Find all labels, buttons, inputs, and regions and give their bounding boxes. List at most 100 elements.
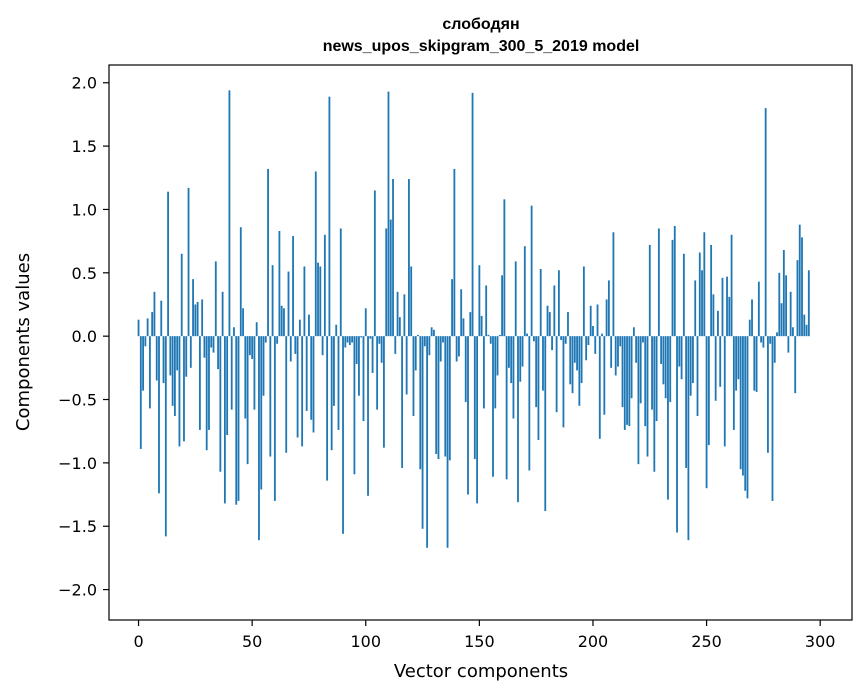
bar-14 <box>169 336 172 376</box>
bar-149 <box>476 336 478 504</box>
bar-64 <box>283 308 285 337</box>
bar-182 <box>551 336 553 351</box>
bar-197 <box>585 336 588 361</box>
bar-245 <box>694 280 697 337</box>
bar-174 <box>532 336 535 342</box>
bar-252 <box>710 244 713 337</box>
x-tick-label: 150 <box>464 632 495 651</box>
bar-233 <box>667 336 669 500</box>
bar-90 <box>342 336 344 534</box>
bar-271 <box>753 336 756 391</box>
bar-288 <box>792 327 794 337</box>
bar-88 <box>337 336 340 430</box>
bar-165 <box>512 336 515 419</box>
bar-49 <box>248 336 251 356</box>
bar-255 <box>717 310 719 337</box>
bar-103 <box>371 336 374 373</box>
bar-150 <box>478 265 481 337</box>
bar-219 <box>635 336 638 363</box>
bar-158 <box>496 336 499 376</box>
bar-77 <box>312 336 315 433</box>
bar-214 <box>623 336 626 430</box>
bar-231 <box>662 336 665 385</box>
bar-5 <box>148 336 151 409</box>
plot-frame <box>108 64 853 621</box>
bar-181 <box>548 312 551 337</box>
y-tick-label: 2.0 <box>72 74 97 93</box>
bars <box>137 90 810 548</box>
bar-285 <box>785 275 788 337</box>
bar-125 <box>421 336 424 529</box>
bar-157 <box>494 336 497 409</box>
bar-164 <box>510 336 513 384</box>
bar-118 <box>405 336 408 395</box>
bar-78 <box>314 171 317 337</box>
bar-25 <box>194 304 197 337</box>
bar-166 <box>514 261 517 337</box>
bar-177 <box>539 269 542 337</box>
bar-59 <box>271 265 274 337</box>
bar-1 <box>139 336 142 449</box>
bar-217 <box>630 336 633 399</box>
bar-268 <box>746 336 749 499</box>
y-tick-label: −1.0 <box>58 454 97 473</box>
bar-206 <box>605 299 608 337</box>
bar-186 <box>560 336 563 340</box>
bar-83 <box>326 336 329 481</box>
bar-148 <box>473 336 476 460</box>
bar-292 <box>801 237 803 337</box>
bar-276 <box>764 108 767 337</box>
x-axis-label: Vector components <box>394 661 568 682</box>
bar-30 <box>205 336 208 451</box>
bar-68 <box>292 236 294 337</box>
bar-210 <box>614 336 617 376</box>
bar-38 <box>223 336 226 504</box>
bar-134 <box>442 336 444 343</box>
y-tick-label: −2.0 <box>58 581 97 600</box>
bar-204 <box>601 333 603 337</box>
bar-51 <box>253 336 256 410</box>
bar-76 <box>310 336 313 420</box>
bar-211 <box>617 336 619 367</box>
bar-261 <box>730 234 733 337</box>
bar-209 <box>612 232 615 337</box>
bar-236 <box>673 225 676 337</box>
bar-110 <box>387 91 390 337</box>
bar-7 <box>153 291 156 337</box>
bar-16 <box>173 336 176 416</box>
bar-74 <box>305 336 308 411</box>
bar-133 <box>439 336 442 362</box>
bar-36 <box>219 336 222 472</box>
bar-58 <box>269 336 272 457</box>
bar-3 <box>144 336 147 347</box>
bar-101 <box>367 336 369 496</box>
bar-60 <box>273 336 276 501</box>
bar-169 <box>521 336 524 367</box>
bar-241 <box>685 336 688 468</box>
bar-12 <box>164 336 167 537</box>
bar-152 <box>483 336 485 409</box>
bar-115 <box>398 317 401 337</box>
bar-146 <box>469 312 472 337</box>
bar-248 <box>701 270 703 337</box>
bar-257 <box>721 277 724 337</box>
bar-201 <box>594 336 597 354</box>
bar-95 <box>353 336 356 475</box>
bar-172 <box>528 336 531 471</box>
bar-291 <box>798 224 801 337</box>
bar-224 <box>646 336 649 457</box>
bar-193 <box>576 336 578 371</box>
bar-143 <box>462 318 465 337</box>
bar-215 <box>626 336 628 425</box>
bar-29 <box>203 336 206 358</box>
bar-8 <box>155 336 158 381</box>
bar-19 <box>180 253 183 337</box>
bar-269 <box>748 319 751 337</box>
bar-175 <box>535 336 538 408</box>
bar-42 <box>233 327 235 337</box>
bar-56 <box>264 336 267 343</box>
bar-104 <box>373 190 376 337</box>
bar-232 <box>664 336 667 399</box>
bar-98 <box>360 336 363 338</box>
bar-278 <box>769 336 772 344</box>
